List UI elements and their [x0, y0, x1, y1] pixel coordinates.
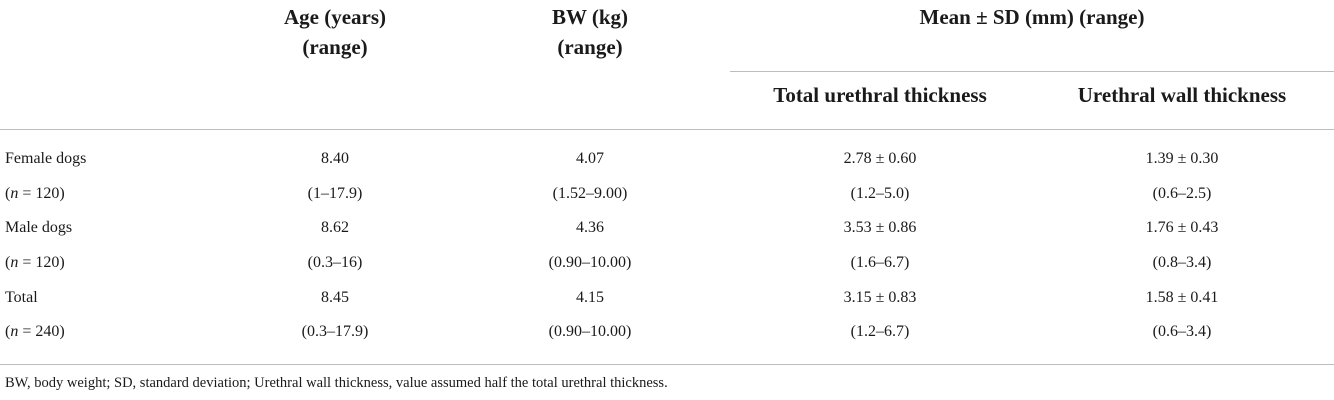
- cell-urethral-wall: 1.58 ± 0.41: [1145, 289, 1219, 306]
- cell-urethral-wall-range: (0.8–3.4): [1152, 254, 1212, 271]
- row-label: Female dogs: [5, 150, 87, 167]
- header-bw: BW (kg) (range): [480, 2, 700, 62]
- cell-age: 8.40: [321, 150, 349, 167]
- cell-bw-range: (0.90–10.00): [548, 323, 632, 340]
- n-variable: n: [10, 185, 19, 202]
- footer-rule: [0, 364, 1334, 365]
- n-variable: n: [10, 254, 19, 271]
- n-value: = 120): [18, 254, 65, 271]
- header-group-rule: [730, 71, 1334, 72]
- n-open: (: [5, 323, 11, 340]
- n-open: (: [5, 254, 11, 271]
- table-footnote: BW, body weight; SD, standard deviation;…: [5, 375, 668, 391]
- cell-total-urethral-range: (1.2–5.0): [850, 185, 910, 202]
- header-bw-line2: (range): [557, 35, 623, 59]
- header-bw-line1: BW (kg): [551, 5, 629, 29]
- row-sample-size: (n = 240): [5, 321, 65, 343]
- row-sample-size: (n = 120): [5, 183, 65, 205]
- cell-urethral-wall: 1.39 ± 0.30: [1145, 150, 1219, 167]
- header-urethral-wall-thickness: Urethral wall thickness: [1077, 83, 1287, 107]
- header-age-line2: (range): [302, 35, 368, 59]
- cell-urethral-wall: 1.76 ± 0.43: [1145, 219, 1219, 236]
- cell-bw: 4.07: [576, 150, 604, 167]
- header-mean-sd: Mean ± SD (mm) (range): [919, 5, 1145, 29]
- cell-total-urethral: 3.53 ± 0.86: [843, 219, 917, 236]
- n-variable: n: [10, 323, 19, 340]
- cell-total-urethral-range: (1.2–6.7): [850, 323, 910, 340]
- cell-age: 8.62: [321, 219, 349, 236]
- row-sample-size: (n = 120): [5, 252, 65, 274]
- header-age-line1: Age (years): [283, 5, 387, 29]
- cell-bw-range: (1.52–9.00): [552, 185, 628, 202]
- n-value: = 240): [18, 323, 65, 340]
- cell-age-range: (0.3–17.9): [301, 323, 369, 340]
- row-label: Total: [5, 289, 38, 306]
- header-age: Age (years) (range): [225, 2, 445, 62]
- cell-bw: 4.15: [576, 289, 604, 306]
- n-value: = 120): [18, 185, 65, 202]
- cell-age-range: (1–17.9): [307, 185, 363, 202]
- cell-bw: 4.36: [576, 219, 604, 236]
- cell-urethral-wall-range: (0.6–3.4): [1152, 323, 1212, 340]
- cell-total-urethral-range: (1.6–6.7): [850, 254, 910, 271]
- header-total-urethral-thickness: Total urethral thickness: [773, 83, 987, 107]
- cell-bw-range: (0.90–10.00): [548, 254, 632, 271]
- cell-age-range: (0.3–16): [307, 254, 363, 271]
- n-open: (: [5, 185, 11, 202]
- cell-total-urethral: 2.78 ± 0.60: [843, 150, 917, 167]
- header-bottom-rule: [0, 129, 1334, 130]
- row-label: Male dogs: [5, 219, 73, 236]
- cell-urethral-wall-range: (0.6–2.5): [1152, 185, 1212, 202]
- cell-total-urethral: 3.15 ± 0.83: [843, 289, 917, 306]
- cell-age: 8.45: [321, 289, 349, 306]
